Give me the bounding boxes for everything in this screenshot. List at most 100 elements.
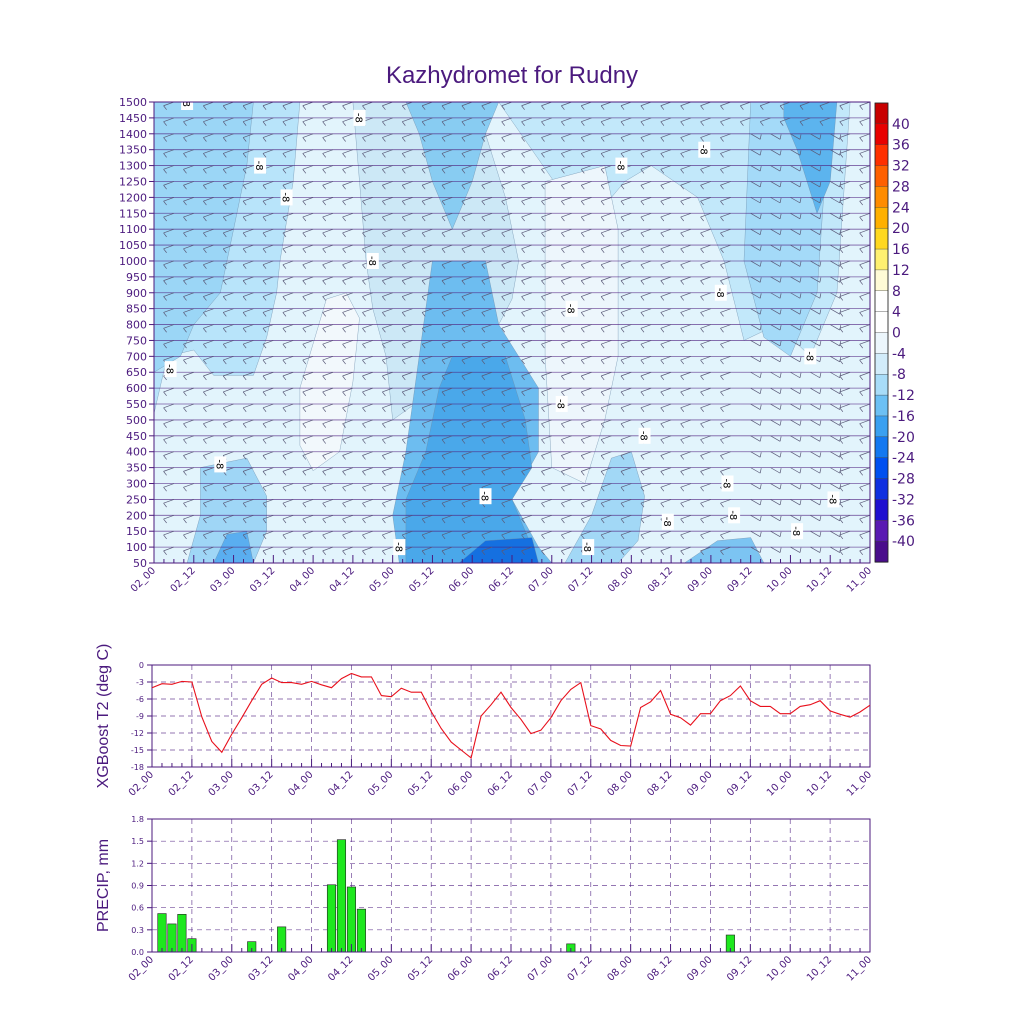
t2-x-tick-label: 07_12 [566, 769, 595, 798]
wind-barb-flag [222, 248, 227, 253]
wind-barb-flag [441, 343, 446, 349]
wind-barb-flag [580, 359, 585, 365]
wind-barb-flag [242, 216, 247, 222]
wind-barb [859, 212, 870, 218]
y-tick-label: 1000 [119, 255, 147, 268]
wind-barb-flag [759, 105, 764, 110]
wind-barb-flag [401, 487, 406, 492]
wind-barb [382, 308, 393, 313]
wind-barb-flag [501, 200, 506, 206]
wind-barb [561, 260, 572, 266]
wind-barb [620, 260, 632, 266]
wind-barb [660, 371, 672, 377]
wind-barb [402, 276, 413, 281]
wind-barb [163, 483, 175, 488]
wind-barb-flag [441, 423, 446, 428]
wind-barb [750, 387, 761, 394]
wind-barb-flag [322, 185, 327, 190]
wind-barb-flag [501, 280, 506, 285]
wind-barb [302, 387, 314, 393]
wind-barb-flag [521, 534, 525, 540]
wind-barb [770, 292, 781, 299]
wind-barb-flag [163, 200, 167, 206]
wind-barb-flag [541, 137, 545, 142]
wind-barb [561, 133, 572, 138]
wind-barb [859, 324, 870, 329]
wind-barb [541, 292, 552, 297]
wind-barb-flag [580, 502, 585, 508]
wind-barb-flag [680, 280, 685, 285]
wind-barb-flag [541, 423, 545, 428]
wind-barb-flag [362, 185, 366, 190]
wind-barb [680, 165, 692, 170]
wind-barb [700, 102, 712, 107]
wind-barb [660, 212, 672, 218]
contour-label-bg [555, 396, 568, 412]
wind-barb-flag [541, 328, 545, 333]
wind-barb-flag [461, 423, 466, 428]
wind-barb-flag [541, 216, 545, 222]
wind-barb [163, 324, 175, 329]
wind-barb [262, 419, 274, 425]
wind-barb-flag [203, 343, 207, 349]
wind-barb [770, 197, 781, 204]
wind-barb [581, 228, 592, 234]
precip-x-tick-label: 10_00 [765, 954, 794, 983]
colorbar-label: -36 [892, 513, 915, 529]
wind-barb [262, 212, 274, 218]
wind-barb-flag [521, 502, 525, 508]
wind-barb [660, 467, 672, 472]
wind-barb-flag [819, 197, 822, 203]
wind-barb [302, 181, 314, 186]
wind-barb-flag [222, 121, 227, 126]
wind-barb [561, 212, 572, 218]
wind-barb [481, 228, 493, 234]
wind-barb [680, 244, 692, 250]
y-tick-label: 1500 [119, 96, 147, 109]
wind-barb-flag [680, 487, 685, 492]
wind-barb [282, 165, 294, 170]
wind-barb [620, 102, 632, 107]
t2-y-tick-label: -6 [136, 695, 144, 704]
contour-label: -8 [638, 427, 651, 444]
wind-barb [242, 483, 254, 488]
wind-barb-flag [242, 423, 247, 428]
wind-barb [810, 260, 821, 267]
wind-barb [541, 451, 552, 456]
wind-barb [541, 514, 552, 520]
wind-barb-flag [362, 439, 366, 444]
wind-barb-flag [839, 455, 844, 460]
wind-barb [521, 165, 533, 170]
wind-barb [600, 212, 612, 218]
wind-barb-flag [521, 518, 525, 524]
wind-barb [600, 546, 612, 552]
wind-barb-flag [759, 484, 762, 490]
wind-barb [839, 546, 851, 552]
wind-barb [302, 165, 314, 170]
wind-barb [660, 149, 672, 154]
wind-barb-flag [322, 534, 327, 540]
precip-x-tick-label: 07_00 [526, 954, 555, 983]
precip-y-tick-label: 1.8 [131, 815, 144, 824]
wind-barb-flag [799, 452, 802, 458]
wind-barb-flag [541, 105, 545, 110]
wind-barb-flag [342, 534, 346, 540]
wind-barb-flag [839, 325, 842, 331]
wind-barb-flag [461, 121, 466, 126]
wind-barb-flag [620, 518, 625, 524]
wind-barb [342, 181, 354, 186]
wind-barb-flag [441, 264, 446, 269]
wind-barb [581, 244, 592, 250]
wind-barb [421, 292, 433, 297]
precip-x-tick-label: 03_00 [207, 954, 236, 983]
wind-barb [810, 499, 821, 506]
wind-barb [740, 102, 751, 107]
contour-label-bg [393, 539, 406, 556]
precip-ylabel: PRECIP, mm [95, 839, 112, 932]
wind-barb [402, 117, 413, 122]
wind-barb-flag [541, 550, 545, 556]
wind-barb [402, 133, 413, 138]
wind-barb [689, 562, 691, 563]
wind-barb [402, 467, 413, 472]
y-tick-label: 750 [126, 334, 147, 347]
